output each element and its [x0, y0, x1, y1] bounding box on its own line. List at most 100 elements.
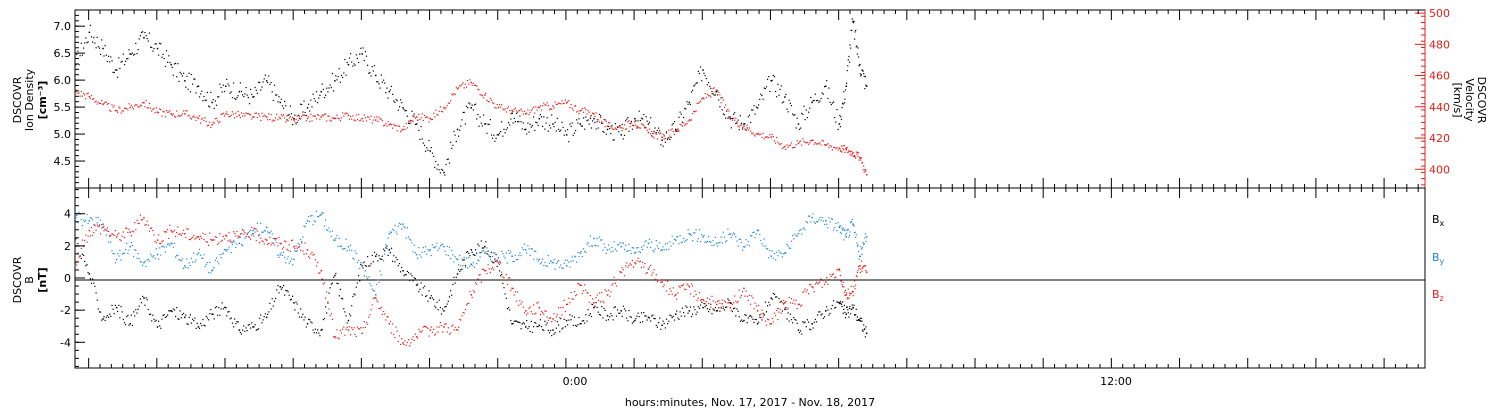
bx-point [398, 263, 401, 265]
by-point [410, 239, 412, 241]
ion-density-point [212, 99, 214, 101]
bz-point [604, 289, 606, 291]
by-point [192, 261, 194, 263]
by-point [259, 234, 261, 236]
ion-density-point [151, 46, 153, 49]
bz-point [518, 304, 520, 306]
ion-density-point [825, 85, 827, 87]
ion-density-point [740, 122, 743, 124]
by-point [423, 251, 426, 253]
ion-density-point [278, 96, 280, 98]
by-point [444, 250, 446, 252]
by-point [390, 231, 393, 233]
ion-density-point [765, 86, 768, 88]
bz-point [804, 288, 806, 290]
bx-point [333, 276, 335, 278]
ion-density-point [284, 100, 286, 102]
ion-density-point [368, 72, 370, 74]
ion-density-point [808, 111, 810, 113]
bx-point [577, 324, 579, 326]
bz-point [689, 293, 691, 295]
velocity-point [372, 119, 374, 121]
bz-point [506, 283, 508, 286]
by-point [819, 216, 821, 219]
by-point [335, 237, 337, 239]
velocity-point [558, 102, 560, 104]
velocity-point [523, 110, 526, 112]
bz-point [286, 248, 288, 250]
bx-point [81, 253, 83, 255]
ion-density-point [567, 129, 569, 131]
by-point [726, 240, 728, 242]
by-point [568, 261, 570, 263]
velocity-point [527, 109, 529, 111]
bz-point [155, 242, 157, 244]
bz-point [823, 283, 826, 285]
by-point [685, 239, 687, 242]
by-point [536, 258, 538, 260]
ion-density-point [398, 106, 401, 108]
bx-point [444, 306, 446, 308]
by-point [675, 239, 677, 241]
velocity-point [775, 142, 777, 144]
velocity-point [456, 88, 459, 90]
by-point [590, 245, 593, 247]
ion-density-point [593, 117, 595, 120]
ion-density-point [609, 128, 611, 130]
ion-density-point [614, 123, 616, 125]
bx-point [588, 314, 590, 316]
by-point [573, 255, 576, 257]
ion-density-point [597, 127, 599, 129]
bx-point [434, 305, 436, 307]
ion-density-point [630, 120, 632, 122]
bx-point [300, 308, 302, 310]
bz-point [277, 245, 279, 247]
by-point [626, 250, 628, 253]
ion-density-point [650, 117, 652, 119]
ion-density-point [518, 121, 520, 123]
velocity-point [459, 85, 461, 87]
bz-point [311, 251, 313, 253]
velocity-point [75, 91, 77, 93]
velocity-point [345, 112, 347, 114]
bx-point [362, 267, 364, 269]
velocity-point [148, 102, 151, 104]
by-point [613, 241, 615, 243]
bx-point [788, 320, 790, 322]
ion-density-point [439, 172, 441, 174]
bx-point [779, 301, 781, 303]
bx-point [162, 314, 164, 317]
bz-point [429, 329, 431, 331]
bz-point [595, 297, 597, 299]
velocity-point [386, 125, 388, 127]
velocity-point [860, 159, 862, 161]
ion-density-point [363, 59, 365, 62]
velocity-point [621, 130, 623, 132]
by-point [305, 222, 307, 224]
bx-point [593, 306, 595, 309]
velocity-point [690, 119, 693, 121]
velocity-point [828, 147, 830, 149]
velocity-point [97, 101, 99, 103]
bx-point [565, 319, 568, 322]
by-point [459, 254, 461, 257]
bx-point [225, 306, 227, 309]
velocity-point [112, 106, 114, 108]
bz-point [568, 297, 570, 299]
by-point [520, 255, 522, 257]
bz-point [447, 327, 449, 329]
bx-point [685, 305, 687, 307]
bz-point [814, 283, 816, 285]
velocity-point [651, 130, 653, 133]
bx-point [834, 307, 836, 309]
bz-point [256, 230, 258, 232]
bx-point [151, 320, 153, 322]
bz-point [295, 245, 297, 247]
ion-density-point [301, 103, 303, 106]
velocity-point [554, 101, 556, 103]
ion-density-point [856, 45, 858, 47]
ion-density-point [314, 100, 316, 102]
ion-density-point [810, 96, 812, 99]
velocity-point [771, 133, 773, 135]
bz-point [320, 270, 322, 272]
